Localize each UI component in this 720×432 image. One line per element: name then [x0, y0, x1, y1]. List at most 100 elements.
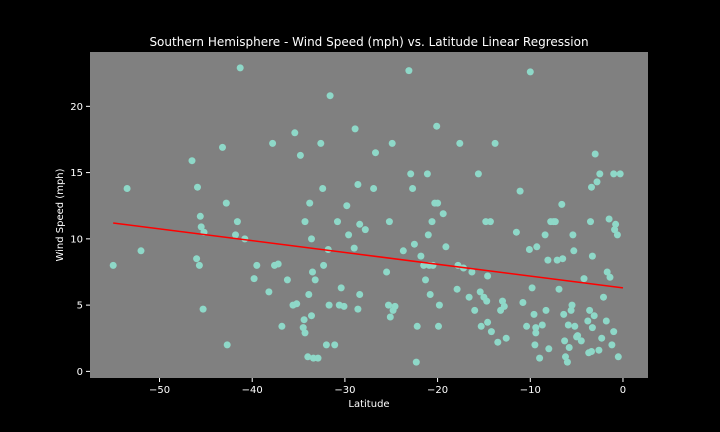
data-point-12 [222, 199, 230, 207]
data-point-42 [314, 354, 322, 362]
data-point-103 [474, 170, 482, 178]
data-point-73 [399, 247, 407, 255]
data-point-171 [596, 170, 604, 178]
data-point-136 [545, 345, 553, 353]
data-point-78 [412, 358, 420, 366]
data-point-179 [610, 170, 618, 178]
data-point-120 [516, 187, 524, 195]
data-point-28 [293, 300, 301, 308]
y-tick-label: 5 [77, 301, 83, 312]
data-point-126 [530, 310, 538, 318]
data-point-147 [563, 358, 571, 366]
data-point-0 [109, 261, 117, 269]
x-axis-label: Latitude [348, 399, 389, 410]
data-point-39 [308, 312, 315, 320]
data-point-156 [574, 332, 582, 340]
data-point-119 [512, 228, 520, 236]
data-point-56 [345, 231, 353, 239]
data-point-102 [471, 306, 479, 314]
y-tick-label: 20 [70, 102, 83, 113]
data-point-150 [567, 306, 575, 314]
data-point-54 [340, 302, 348, 310]
data-point-104 [476, 288, 484, 296]
data-point-10 [199, 305, 207, 313]
data-point-148 [564, 321, 572, 329]
data-point-142 [558, 200, 566, 208]
data-point-92 [435, 322, 442, 330]
data-point-30 [299, 324, 307, 332]
y-tick-label: 0 [77, 367, 83, 378]
data-point-143 [559, 255, 567, 263]
data-point-33 [301, 329, 309, 337]
data-point-167 [590, 312, 598, 320]
data-point-124 [526, 68, 534, 76]
data-point-46 [322, 341, 330, 349]
data-point-185 [616, 170, 624, 178]
data-point-67 [385, 218, 393, 226]
data-point-175 [603, 268, 611, 276]
data-point-51 [334, 218, 341, 226]
data-point-140 [553, 256, 561, 264]
data-point-24 [278, 322, 286, 330]
regression-line [113, 222, 624, 289]
data-point-29 [296, 151, 304, 159]
data-point-6 [195, 261, 203, 269]
data-point-149 [565, 344, 573, 351]
y-tick-label: 10 [70, 234, 83, 245]
data-point-109 [484, 318, 492, 326]
data-point-183 [613, 231, 621, 239]
data-point-154 [571, 322, 579, 330]
data-point-135 [544, 256, 552, 264]
data-point-36 [306, 199, 314, 207]
data-point-53 [337, 284, 345, 292]
data-point-1 [123, 185, 131, 192]
data-point-75 [407, 170, 415, 178]
data-point-169 [593, 178, 601, 186]
data-point-180 [610, 328, 618, 336]
data-point-68 [385, 301, 392, 309]
y-axis-label: Wind Speed (mph) [55, 168, 66, 261]
data-point-34 [304, 353, 312, 361]
data-point-64 [370, 185, 378, 192]
data-point-100 [465, 293, 473, 301]
data-point-74 [405, 67, 413, 75]
data-point-128 [531, 341, 539, 349]
data-point-151 [568, 301, 576, 309]
x-tick-label: 0 [620, 385, 626, 396]
data-point-22 [269, 139, 277, 147]
data-point-125 [528, 284, 536, 292]
data-point-105 [477, 322, 485, 330]
data-point-95 [442, 243, 450, 251]
data-point-41 [311, 276, 319, 284]
data-point-19 [253, 261, 261, 269]
data-point-70 [388, 139, 396, 147]
data-point-11 [219, 143, 226, 151]
data-point-129 [532, 329, 540, 337]
data-point-132 [538, 321, 546, 329]
data-point-134 [542, 306, 550, 314]
data-point-43 [317, 139, 325, 147]
data-point-13 [223, 341, 231, 349]
data-point-81 [420, 261, 428, 269]
data-point-114 [494, 338, 502, 346]
chart-title: Southern Hemisphere - Wind Speed (mph) v… [149, 35, 588, 49]
data-point-184 [614, 353, 622, 361]
data-point-48 [326, 92, 334, 100]
data-point-112 [487, 328, 495, 336]
data-point-163 [587, 218, 594, 226]
data-point-118 [502, 334, 510, 342]
data-point-14 [232, 231, 239, 239]
data-point-98 [456, 139, 464, 147]
data-point-83 [423, 170, 431, 178]
data-point-3 [188, 157, 196, 165]
data-point-96 [453, 285, 461, 293]
data-point-130 [533, 243, 541, 251]
data-point-93 [435, 301, 443, 309]
data-point-58 [351, 125, 359, 133]
data-point-50 [331, 341, 339, 349]
data-point-63 [361, 226, 369, 234]
data-point-174 [602, 317, 610, 325]
y-axis: 0 5 10 15 20 [70, 102, 90, 378]
data-point-133 [541, 231, 549, 239]
